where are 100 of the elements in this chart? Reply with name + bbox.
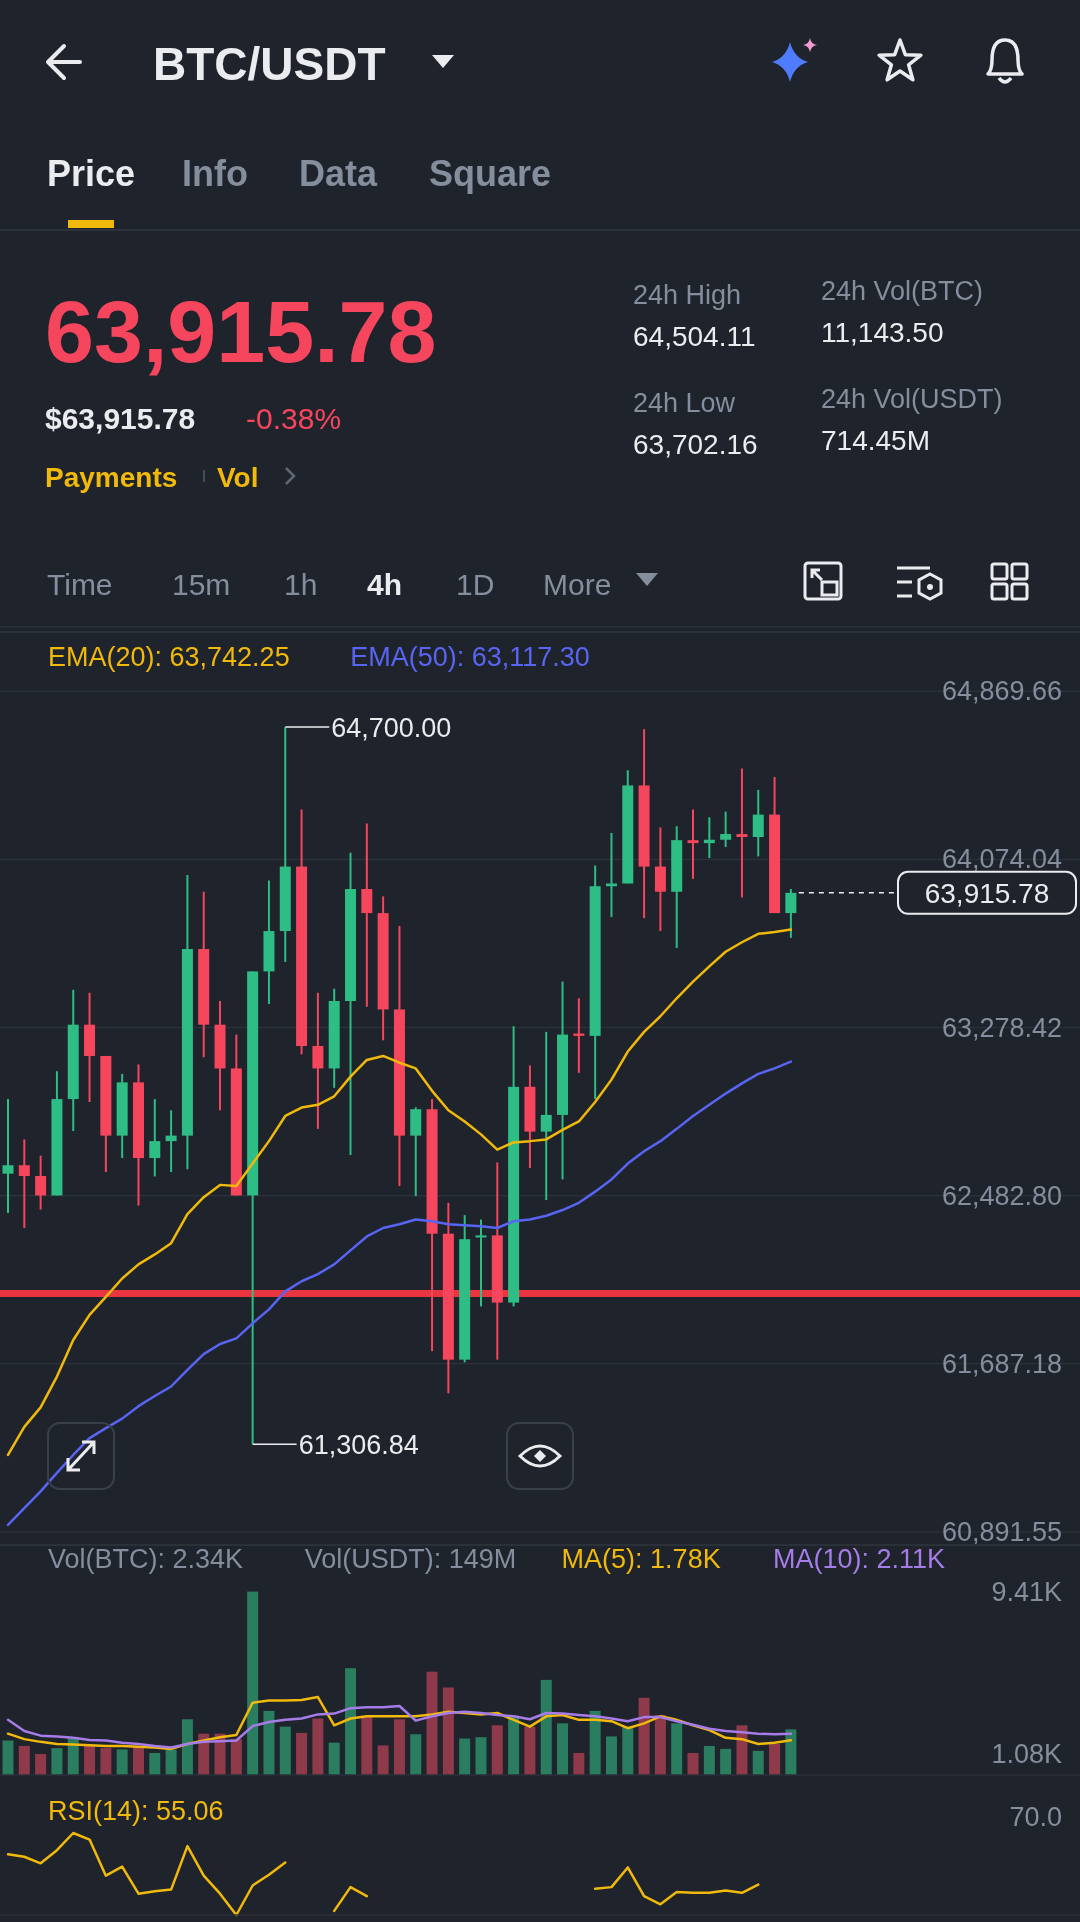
text: 24h Low (633, 388, 736, 418)
bar (524, 1726, 536, 1775)
annotation: 64,700.00 (331, 713, 452, 744)
text: Data (299, 153, 379, 194)
y-tick-label: 1.08K (991, 1738, 1062, 1769)
annotation: Vol(USDT): 149M (304, 1544, 517, 1574)
text: 15m (172, 568, 231, 601)
line-series (6, 1704, 793, 1749)
bar (377, 1745, 389, 1775)
y-tick-label: 9.41K (991, 1576, 1062, 1607)
bar (116, 1749, 128, 1775)
text: EMA(20): 63,742.25 (48, 642, 290, 672)
bar (540, 1679, 552, 1775)
bar (35, 1753, 47, 1775)
candlestick (720, 810, 732, 848)
series-label: RSI(14): 55.06 (48, 1796, 224, 1826)
bar (84, 1745, 96, 1775)
candlestick (312, 991, 324, 1130)
bar (263, 1710, 275, 1775)
bar (181, 1719, 193, 1775)
text: 24h Vol(USDT) (821, 384, 1003, 414)
bar (247, 1591, 259, 1775)
bar (605, 1736, 617, 1775)
y-tick-label: 64,074.04 (941, 844, 1062, 875)
bar (671, 1723, 683, 1775)
candlestick (18, 1138, 30, 1229)
bar (393, 1719, 405, 1775)
candlestick (605, 831, 617, 919)
bar (18, 1745, 30, 1775)
candlestick (361, 822, 373, 1008)
y-tick-label: 61,687.18 (941, 1348, 1062, 1379)
candlestick (785, 887, 797, 939)
bar (149, 1752, 161, 1775)
bar (475, 1737, 487, 1775)
text: EMA(50): 63,117.30 (350, 642, 590, 672)
bar (2, 1740, 14, 1775)
text: BTC/USDT (153, 38, 386, 90)
bar (769, 1744, 781, 1775)
bar (410, 1734, 422, 1775)
bar (622, 1726, 634, 1775)
text: Payments (45, 462, 178, 493)
candlestick (149, 1098, 161, 1178)
text: 714.45M (821, 425, 930, 456)
text: -0.38% (246, 402, 342, 435)
text: MA(5): 1.78K (561, 1544, 721, 1574)
bar (361, 1716, 373, 1775)
line-series (6, 928, 793, 1457)
y-tick-label: 60,891.55 (941, 1517, 1062, 1547)
y-tick-label: 63,278.42 (941, 1012, 1062, 1043)
bar (785, 1729, 797, 1775)
y-tick-label: 62,482.80 (941, 1180, 1062, 1211)
bar (328, 1742, 340, 1775)
bar (345, 1668, 357, 1775)
text: Info (182, 153, 248, 194)
candlestick (687, 808, 699, 880)
bar (100, 1748, 112, 1775)
bar (312, 1718, 324, 1775)
bar (296, 1732, 308, 1775)
text: Time (47, 568, 113, 601)
text: MA(10): 2.11K (773, 1544, 946, 1574)
candlestick (736, 767, 748, 899)
text: 63,915.78 (45, 282, 437, 381)
bar (165, 1749, 177, 1775)
bar (638, 1697, 650, 1775)
line-series (6, 1060, 793, 1527)
text: 24h Vol(BTC) (821, 276, 984, 306)
text: 11,143.50 (821, 317, 944, 348)
annotation: 61,306.84 (298, 1430, 419, 1461)
annotation: Vol(BTC): 2.34K (48, 1544, 244, 1574)
text: $63,915.78 (45, 402, 196, 435)
candlestick (752, 788, 764, 858)
candlestick (35, 1154, 47, 1211)
text: 24h High (633, 280, 742, 310)
bar (703, 1745, 715, 1775)
text: 63,702.16 (633, 429, 758, 460)
bar (426, 1671, 438, 1775)
text: 64,504.11 (633, 321, 756, 352)
bar (51, 1748, 63, 1775)
text: Price (47, 153, 136, 194)
text: More (543, 568, 612, 601)
bar (654, 1714, 666, 1775)
y-tick-label: 64,869.66 (941, 676, 1062, 707)
bar (752, 1750, 764, 1775)
bar (573, 1752, 585, 1775)
bar (720, 1748, 732, 1775)
ref-line-label: 63,915.78 (924, 877, 1050, 909)
text: 70.0 (1009, 1802, 1062, 1832)
candlestick (165, 1109, 177, 1173)
bar (491, 1725, 503, 1775)
text: 1D (456, 568, 495, 601)
text: 1h (284, 568, 318, 601)
text: Square (429, 153, 552, 194)
bar (459, 1738, 471, 1775)
candlestick (540, 1030, 552, 1202)
text: 4h (367, 568, 403, 601)
bar (279, 1726, 291, 1775)
bar (442, 1687, 454, 1775)
bar (508, 1715, 520, 1775)
candlestick (475, 1218, 487, 1308)
bar (557, 1723, 569, 1775)
